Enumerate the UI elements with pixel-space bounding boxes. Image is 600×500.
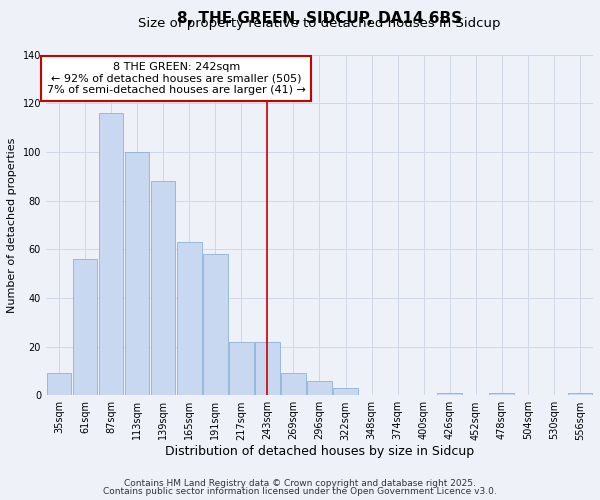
Bar <box>177 242 202 396</box>
Text: Contains HM Land Registry data © Crown copyright and database right 2025.: Contains HM Land Registry data © Crown c… <box>124 478 476 488</box>
Bar <box>281 374 306 396</box>
X-axis label: Distribution of detached houses by size in Sidcup: Distribution of detached houses by size … <box>165 445 474 458</box>
Bar <box>47 374 71 396</box>
Bar <box>255 342 280 396</box>
Title: Size of property relative to detached houses in Sidcup: Size of property relative to detached ho… <box>138 17 501 30</box>
Bar <box>490 393 514 396</box>
Bar <box>307 380 332 396</box>
Bar <box>125 152 149 396</box>
Bar <box>568 393 592 396</box>
Bar <box>98 113 124 396</box>
Text: 8 THE GREEN: 242sqm
← 92% of detached houses are smaller (505)
7% of semi-detach: 8 THE GREEN: 242sqm ← 92% of detached ho… <box>47 62 305 95</box>
Y-axis label: Number of detached properties: Number of detached properties <box>7 138 17 312</box>
Bar <box>229 342 254 396</box>
Bar <box>73 259 97 396</box>
Bar <box>437 393 462 396</box>
Text: 8, THE GREEN, SIDCUP, DA14 6BS: 8, THE GREEN, SIDCUP, DA14 6BS <box>177 10 462 26</box>
Bar <box>333 388 358 396</box>
Bar <box>151 181 175 396</box>
Bar <box>203 254 227 396</box>
Text: Contains public sector information licensed under the Open Government Licence v3: Contains public sector information licen… <box>103 487 497 496</box>
